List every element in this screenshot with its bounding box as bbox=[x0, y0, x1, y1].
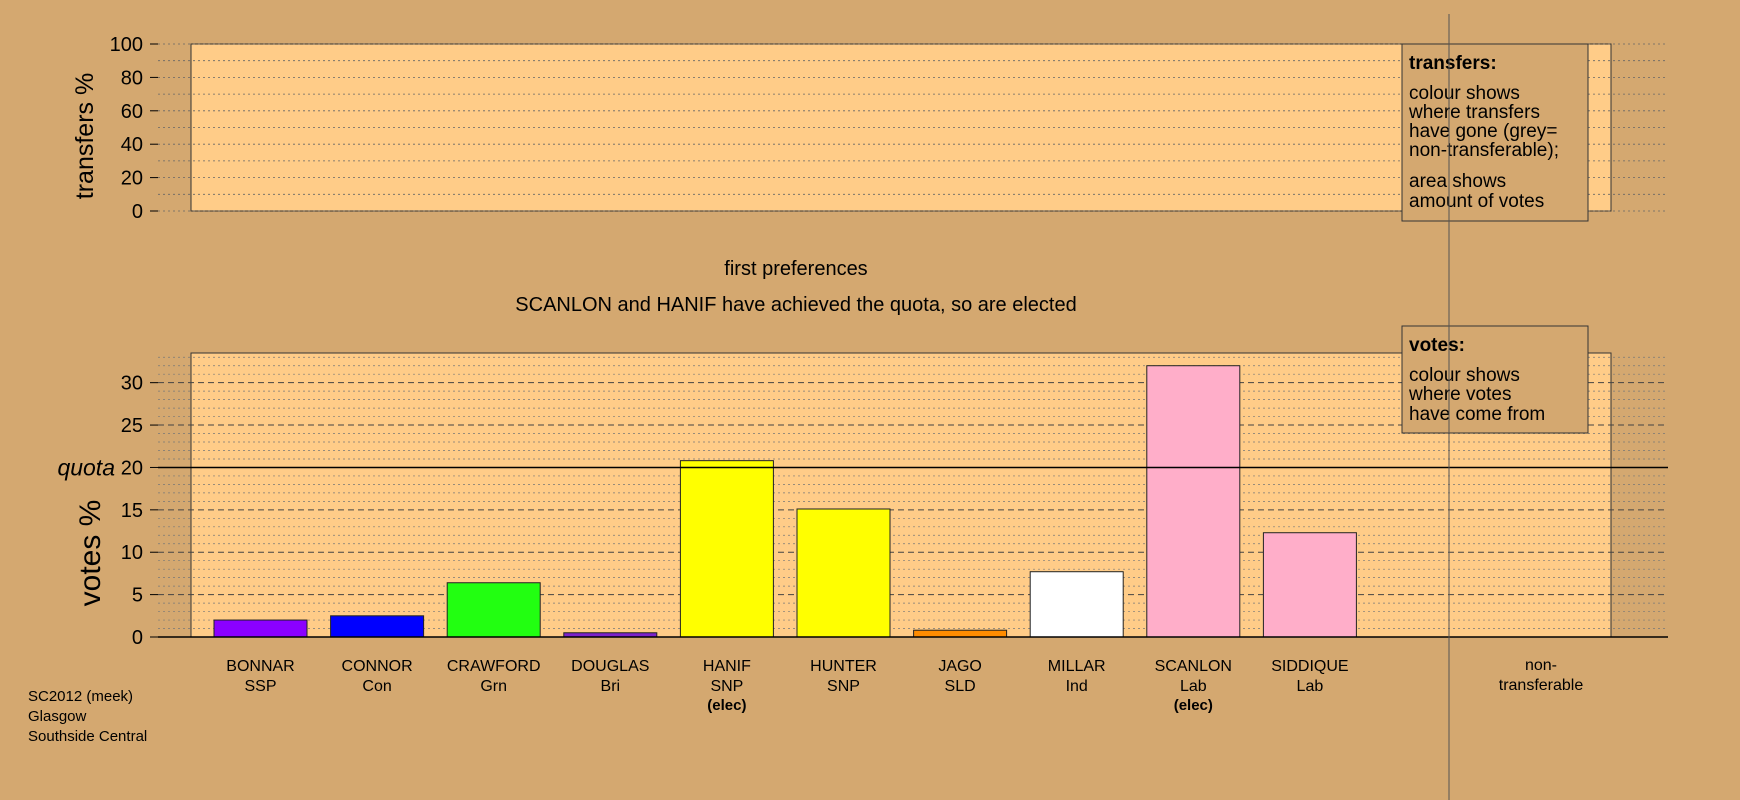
candidate-party: Lab bbox=[1297, 678, 1324, 695]
transfers-axis-label: transfers % bbox=[71, 73, 99, 199]
non-transferable-label-line1: non- bbox=[1525, 657, 1557, 674]
candidate-party: Lab bbox=[1180, 678, 1207, 695]
quota-label: quota bbox=[57, 454, 115, 480]
candidate-name: CONNOR bbox=[342, 658, 413, 675]
bar-jago bbox=[913, 629, 1008, 638]
votes-legend-line: where votes bbox=[1408, 384, 1511, 405]
votes-legend-line: have come from bbox=[1409, 404, 1545, 425]
candidate-name: BONNAR bbox=[226, 658, 294, 675]
step-title: first preferences bbox=[724, 258, 867, 280]
votes-gridlines bbox=[150, 356, 1668, 638]
transfers-tick-labels: 0 20 40 60 80 100 bbox=[110, 34, 143, 223]
votes-bars bbox=[213, 365, 1357, 638]
bar-millar bbox=[1029, 571, 1124, 638]
transfers-legend-line: amount of votes bbox=[1409, 191, 1544, 212]
bar-hunter bbox=[796, 508, 891, 638]
elected-tag: (elec) bbox=[1174, 697, 1213, 714]
bar-bonnar bbox=[213, 619, 308, 638]
footer-ward: Southside Central bbox=[28, 728, 147, 745]
votes-tick-label: 15 bbox=[121, 500, 143, 522]
candidate-name: SIDDIQUE bbox=[1271, 658, 1348, 675]
candidate-party: Con bbox=[362, 678, 391, 695]
votes-tick-label: 0 bbox=[132, 627, 143, 649]
candidate-party: SNP bbox=[710, 678, 743, 695]
candidate-party: Bri bbox=[601, 678, 621, 695]
votes-tick-label: 10 bbox=[121, 542, 143, 564]
transfers-tick-label: 60 bbox=[121, 101, 143, 123]
votes-tick-label: 30 bbox=[121, 373, 143, 395]
transfers-legend-box bbox=[1401, 43, 1589, 222]
votes-legend-title: votes: bbox=[1409, 335, 1465, 356]
votes-legend-box bbox=[1401, 325, 1589, 434]
non-transferable-label-line2: transferable bbox=[1499, 677, 1584, 694]
votes-tick-label: 25 bbox=[121, 415, 143, 437]
votes-axis-label: votes % bbox=[74, 500, 107, 607]
candidate-name: CRAWFORD bbox=[447, 658, 541, 675]
bar-crawford bbox=[446, 582, 541, 638]
candidate-name: MILLAR bbox=[1048, 658, 1106, 675]
footer-caption: SC2012 (meek) Glasgow Southside Central bbox=[28, 688, 147, 745]
transfers-tick-label: 40 bbox=[121, 134, 143, 156]
transfers-legend-line: area shows bbox=[1409, 171, 1506, 192]
candidate-party: Ind bbox=[1066, 678, 1088, 695]
transfers-panel: 0 20 40 60 80 100 transfers % transfers: colo… bbox=[71, 34, 1668, 223]
status-message: SCANLON and HANIF have achieved the quot… bbox=[515, 294, 1076, 316]
votes-tick-label: 20 bbox=[121, 457, 143, 479]
transfers-tick-label: 100 bbox=[110, 34, 143, 56]
footer-council: Glasgow bbox=[28, 708, 87, 725]
bar-hanif bbox=[679, 460, 774, 638]
transfers-legend-line: where transfers bbox=[1408, 102, 1540, 123]
transfers-tick-label: 0 bbox=[132, 201, 143, 223]
elected-tag: (elec) bbox=[707, 697, 746, 714]
candidate-party: SNP bbox=[827, 678, 860, 695]
transfers-legend-line: colour shows bbox=[1409, 83, 1520, 104]
candidate-party: SLD bbox=[945, 678, 976, 695]
bar-scanlon bbox=[1146, 365, 1241, 638]
votes-legend: votes: colour shows where votes have com… bbox=[1401, 325, 1589, 434]
transfers-legend-line: non-transferable); bbox=[1409, 140, 1559, 161]
candidate-name: HUNTER bbox=[810, 658, 877, 675]
bar-connor bbox=[330, 615, 425, 638]
transfers-tick-label: 80 bbox=[121, 67, 143, 89]
votes-tick-labels: 0 5 10 15 20 25 30 bbox=[121, 373, 143, 649]
candidate-name: SCANLON bbox=[1155, 658, 1232, 675]
candidate-party: Grn bbox=[480, 678, 507, 695]
transfers-gridlines bbox=[150, 43, 1668, 212]
candidate-labels: BONNAR SSP CONNOR Con CRAWFORD Grn DOUGLAS Bri H… bbox=[226, 658, 1348, 714]
candidate-party: SSP bbox=[244, 678, 276, 695]
transfers-legend-line: have gone (grey= bbox=[1409, 121, 1557, 142]
votes-tick-label: 5 bbox=[132, 585, 143, 607]
transfers-legend-title: transfers: bbox=[1409, 53, 1497, 74]
bar-siddique bbox=[1262, 532, 1357, 638]
transfers-tick-label: 20 bbox=[121, 168, 143, 190]
votes-legend-line: colour shows bbox=[1409, 365, 1520, 386]
candidate-name: HANIF bbox=[703, 658, 751, 675]
transfers-legend: transfers: colour shows where transfers … bbox=[1401, 43, 1589, 222]
votes-panel: 0 5 10 15 20 25 30 quota votes % votes: colour… bbox=[57, 325, 1668, 649]
candidate-name: DOUGLAS bbox=[571, 658, 649, 675]
candidate-name: JAGO bbox=[938, 658, 982, 675]
votes-plot-area bbox=[190, 352, 1612, 638]
footer-method: SC2012 (meek) bbox=[28, 688, 133, 705]
